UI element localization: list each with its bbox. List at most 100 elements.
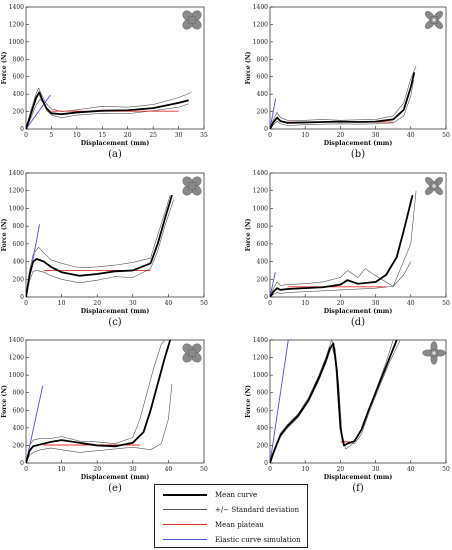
panel-a-x-tick-label: 10 [73, 132, 81, 139]
panel-d-y-tick-label: 800 [257, 223, 269, 230]
panel-e-series-elastic-simulation [26, 385, 44, 463]
specimen-icon-d [425, 177, 443, 195]
panel-c-x-tick-label: 30 [129, 300, 137, 307]
panel-b-series-std-upper [270, 66, 417, 129]
panel-c-y-tick-label: 1000 [9, 205, 24, 212]
panel-e-axes-frame [25, 339, 205, 464]
panel-a-series-std-upper [26, 87, 192, 129]
panel-e-x-tick-label: 50 [200, 466, 208, 473]
panel-d-series-group [270, 190, 417, 297]
legend-entry-mean: Mean curve [155, 488, 309, 502]
panel-c-series-group [26, 194, 175, 297]
panel-e-x-tick-label: 40 [165, 466, 173, 473]
panel-c-y-tick-label: 800 [13, 223, 25, 230]
legend-label-std: +/− Standard deviation [215, 506, 300, 514]
panel-f-x-tick-label: 30 [372, 466, 380, 473]
panel-a-y-tick-label: 200 [13, 109, 25, 116]
panel-e-x-tick-label: 20 [93, 466, 101, 473]
panel-d-series-std-lower [270, 261, 412, 297]
panel-e-series-group [26, 340, 173, 463]
panel-a-y-tick-label: 1200 [9, 21, 24, 28]
specimen-icon-f [422, 341, 446, 365]
legend: Mean curve +/− Standard deviation Mean p… [154, 484, 308, 548]
panel-e-y-axis-label: Force (N) [1, 385, 8, 418]
panel-b-y-tick-label: 0 [264, 126, 268, 133]
panel-a-x-tick-label: 25 [149, 132, 157, 139]
panel-b-x-tick-label: 30 [372, 132, 380, 139]
panel-d-axes-frame [269, 172, 447, 298]
panel-b-y-tick-label: 800 [257, 56, 269, 63]
panel-e-y-tick-label: 200 [13, 442, 25, 449]
legend-entry-plateau: Mean plateau [155, 518, 309, 532]
panel-a-series-mean-curve [26, 91, 189, 129]
panel-e-y-tick-label: 800 [13, 390, 25, 397]
panel-c: 0 10 20 30 40 50 0 200 400 600 800 1000 1200 1400 Disp… [1, 170, 208, 328]
panel-b-y-tick-label: 1000 [253, 39, 268, 46]
legend-entry-std: +/− Standard deviation [155, 503, 309, 517]
panel-a-x-tick-label: 20 [124, 132, 132, 139]
panel-c-y-tick-label: 200 [13, 276, 25, 283]
panel-f-x-tick-label: 0 [268, 466, 272, 473]
panel-d-x-tick-label: 40 [407, 300, 415, 307]
panel-b-x-tick-label: 10 [301, 132, 309, 139]
panel-c-series-std-lower [26, 199, 175, 297]
panel-d-y-tick-label: 1000 [253, 205, 268, 212]
panel-e-y-tick-label: 1400 [9, 337, 24, 344]
panel-e-y-tick-label: 600 [13, 407, 25, 414]
panel-f-label: (f) [352, 483, 364, 494]
panel-b-y-tick-label: 400 [257, 91, 269, 98]
panel-d-label: (d) [351, 317, 365, 328]
panel-c-x-tick-label: 10 [58, 300, 66, 307]
legend-swatch-std [163, 509, 207, 510]
panel-b-x-tick-label: 40 [407, 132, 415, 139]
panel-d-series-mean-curve [270, 194, 414, 297]
panel-e-series-mean-curve [26, 340, 172, 463]
panel-c-x-axis-label: Displacement (mm) [81, 308, 150, 315]
panel-a-x-tick-label: 15 [98, 132, 106, 139]
panel-a-y-tick-label: 1000 [9, 39, 24, 46]
panel-c-label: (c) [108, 317, 122, 328]
panel-c-x-tick-label: 40 [165, 300, 173, 307]
panel-e-x-tick-label: 0 [24, 466, 28, 473]
panel-b-axes-frame [269, 6, 447, 130]
panel-c-series-mean-curve [26, 194, 173, 297]
panel-e-x-axis-label: Displacement (mm) [81, 474, 150, 481]
panel-e-series-std-upper [26, 340, 166, 463]
panel-f-y-tick-label: 1200 [253, 355, 268, 362]
panel-b-series-elastic-simulation [270, 98, 277, 129]
panel-d-x-tick-label: 30 [372, 300, 380, 307]
panel-a-series-std-lower [26, 99, 189, 129]
panel-a-y-tick-label: 1400 [9, 4, 24, 11]
panel-b-x-tick-label: 20 [337, 132, 345, 139]
panel-a-y-tick-label: 800 [13, 56, 25, 63]
panel-d-y-tick-label: 400 [257, 259, 269, 266]
panel-f-axes-frame [269, 339, 447, 464]
panel-e-series-std-lower [26, 383, 173, 463]
panel-b-x-tick-label: 50 [442, 132, 450, 139]
panel-c-y-tick-label: 0 [20, 294, 24, 301]
legend-label-plateau: Mean plateau [215, 521, 264, 529]
panel-a-y-axis-label: Force (N) [1, 52, 8, 85]
panel-a-y-tick-label: 0 [20, 126, 24, 133]
legend-label-elastic: Elastic curve simulation [215, 536, 301, 544]
panel-a-label: (a) [108, 149, 122, 160]
panel-f-y-tick-label: 600 [257, 407, 269, 414]
panel-a-x-axis-label: Displacement (mm) [81, 140, 150, 147]
panel-f-y-axis-label: Force (N) [245, 385, 252, 418]
panel-f-series-elastic-simulation [270, 340, 289, 463]
panel-b-series-group [270, 66, 417, 129]
panel-c-axes-frame [25, 172, 205, 298]
panel-a-x-tick-label: 0 [24, 132, 28, 139]
panel-f-y-tick-label: 200 [257, 442, 269, 449]
panel-a-series-group [26, 87, 192, 129]
panel-b-series-mean-curve [270, 72, 416, 129]
panel-b-y-tick-label: 1200 [253, 21, 268, 28]
panel-b-y-tick-label: 600 [257, 74, 269, 81]
panel-c-y-tick-label: 1200 [9, 188, 24, 195]
specimen-icon-b [425, 11, 443, 29]
legend-swatch-elastic [163, 539, 207, 540]
panel-e-label: (e) [108, 483, 122, 494]
panel-d-x-tick-label: 0 [268, 300, 272, 307]
panel-b-label: (b) [351, 149, 365, 160]
